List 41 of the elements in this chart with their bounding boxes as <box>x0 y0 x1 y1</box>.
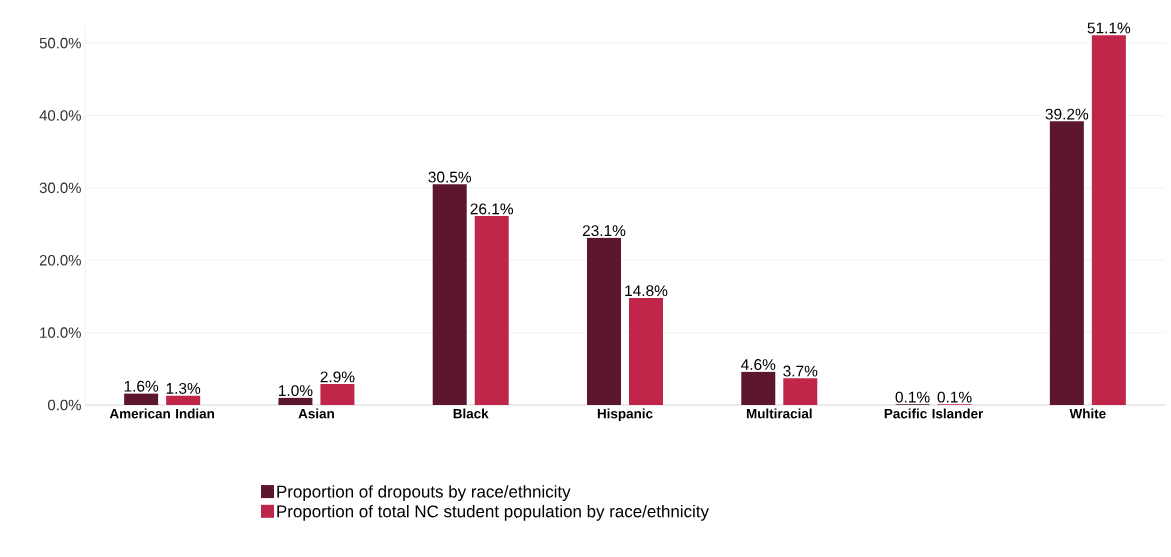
bar <box>320 384 355 405</box>
data-label: 39.2% <box>1045 108 1089 120</box>
x-tick-label: Hispanic <box>597 408 653 422</box>
y-tick-label: 50.0% <box>39 37 81 49</box>
bar <box>474 216 509 405</box>
x-tick-label: American Indian <box>109 408 214 419</box>
data-label: 14.8% <box>625 285 668 297</box>
y-tick-label: 10.0% <box>40 327 81 338</box>
data-label: 2.9% <box>320 371 355 383</box>
bar <box>741 371 776 405</box>
bar <box>124 393 159 405</box>
bar <box>432 184 467 405</box>
x-tick-label: White <box>1069 408 1106 419</box>
bar <box>278 397 313 405</box>
x-tick-label: Black <box>453 408 489 419</box>
y-tick-label: 0.0% <box>48 399 81 411</box>
data-label: 1.6% <box>124 380 159 392</box>
data-label: 4.6% <box>741 359 776 371</box>
data-label: 0.1% <box>895 391 930 403</box>
y-tick-label: 40.0% <box>39 110 81 121</box>
bar <box>783 378 818 405</box>
bar <box>1049 121 1084 405</box>
bar <box>166 395 201 405</box>
y-tick-label: 20.0% <box>39 254 81 266</box>
legend-label: Proportion of total NC student population by race/ethnicity <box>277 504 709 521</box>
data-label: 3.7% <box>783 365 818 377</box>
x-tick-label: Asian <box>298 408 334 419</box>
bar <box>587 237 621 405</box>
x-tick-label: Multiracial <box>746 408 812 419</box>
data-label: 1.0% <box>279 385 313 397</box>
data-label: 51.1% <box>1087 22 1131 34</box>
data-label: 30.5% <box>428 171 472 183</box>
y-tick-label: 30.0% <box>39 182 81 194</box>
x-tick-label: Pacific Islander <box>884 408 984 419</box>
data-label: 0.1% <box>937 391 972 403</box>
data-label: 26.1% <box>470 203 514 215</box>
data-label: 1.3% <box>166 382 201 394</box>
data-label: 23.1% <box>582 225 626 237</box>
bar <box>1091 35 1126 405</box>
bar <box>629 297 663 405</box>
legend-label: Proportion of dropouts by race/ethnicity <box>277 485 571 501</box>
